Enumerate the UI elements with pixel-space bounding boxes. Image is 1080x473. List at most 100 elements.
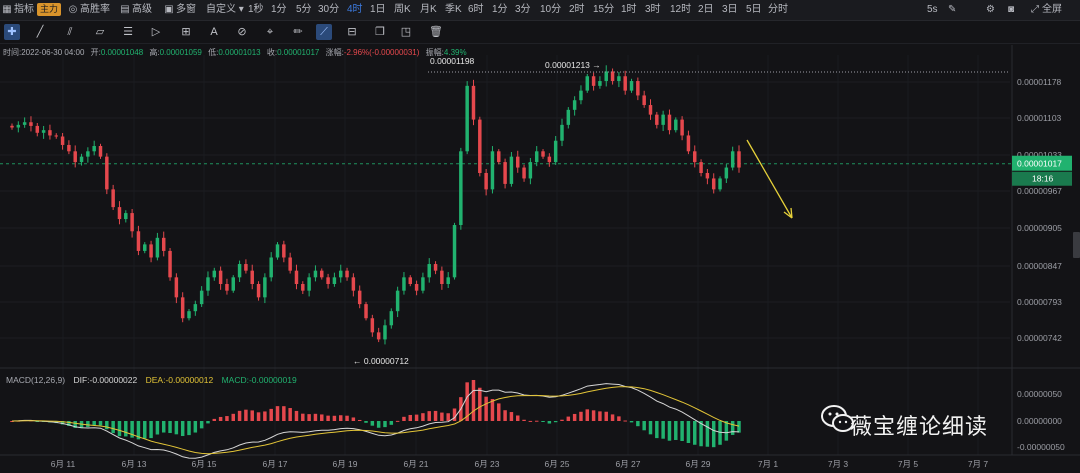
pattern-icon[interactable]: ▷ bbox=[151, 26, 161, 38]
interval-tab-7[interactable]: 月K bbox=[420, 4, 437, 15]
interval-tab-10[interactable]: 1分 bbox=[492, 4, 508, 15]
macd-bar-31 bbox=[206, 421, 210, 424]
ruler-icon[interactable]: ⌖ bbox=[266, 26, 274, 38]
candle-body-105 bbox=[674, 119, 678, 131]
macd-bar-94 bbox=[604, 411, 608, 421]
settings-icon[interactable]: ⚙ bbox=[986, 4, 995, 15]
macd-bar-95 bbox=[610, 414, 615, 421]
drawing-toolbar: ✚ ╱ ⫽ ▱ ☰ ▷ ⊞ A ⊘ ⌖ ✏ ⟋ ⊟ ❐ ◳ 🗑 bbox=[0, 21, 1080, 44]
fullscreen-icon: ⤢ bbox=[1031, 4, 1039, 15]
candle-body-33 bbox=[218, 270, 223, 284]
interval-tab-0[interactable]: 1秒 bbox=[248, 4, 264, 15]
delete-icon[interactable]: 🗑 bbox=[429, 26, 443, 38]
measure-icon[interactable]: ⊞ bbox=[181, 26, 191, 38]
interval-tab-4[interactable]: 4时 bbox=[347, 4, 363, 15]
eraser-icon[interactable]: ⊘ bbox=[237, 26, 247, 38]
macd-bar-79 bbox=[509, 412, 514, 421]
macd-bar-6 bbox=[48, 421, 52, 423]
interval-tab-9[interactable]: 6时 bbox=[468, 4, 484, 15]
macd-bar-111 bbox=[711, 421, 716, 448]
macd-bar-30 bbox=[199, 421, 204, 429]
macd-bar-72 bbox=[465, 382, 469, 421]
interval-tab-15[interactable]: 1时 bbox=[621, 4, 637, 15]
copy-icon[interactable]: ❐ bbox=[375, 26, 385, 38]
candle-body-37 bbox=[244, 264, 248, 271]
macd-bar-69 bbox=[446, 413, 450, 421]
parallel-icon[interactable]: ▱ bbox=[95, 26, 105, 38]
candle-body-7 bbox=[54, 135, 58, 137]
crosshair-icon[interactable]: ✚ bbox=[4, 24, 20, 40]
interval-tab-11[interactable]: 3分 bbox=[515, 4, 531, 15]
macd-bar-45 bbox=[294, 410, 299, 421]
date-tick-6: 6月 23 bbox=[474, 459, 499, 469]
camera-icon[interactable]: ◙ bbox=[1008, 4, 1015, 15]
interval-tab-19[interactable]: 3日 bbox=[722, 4, 738, 15]
custom-dropdown[interactable]: 自定义 ▾ bbox=[206, 4, 244, 15]
macd-bar-17 bbox=[117, 421, 122, 437]
macd-bar-26 bbox=[174, 421, 179, 435]
macd-bar-21 bbox=[143, 421, 147, 439]
interval-tab-5[interactable]: 1日 bbox=[370, 4, 386, 15]
interval-tab-18[interactable]: 2日 bbox=[698, 4, 714, 15]
hide-icon[interactable]: ◳ bbox=[400, 26, 412, 38]
interval-tab-12[interactable]: 10分 bbox=[540, 4, 562, 15]
magnet-icon[interactable]: ⟋ bbox=[316, 24, 332, 40]
macd-bar-92 bbox=[591, 410, 596, 421]
candle-body-106 bbox=[680, 119, 684, 136]
interval-tab-6[interactable]: 周K bbox=[394, 4, 411, 15]
candle-body-101 bbox=[648, 105, 653, 115]
text-icon[interactable]: A bbox=[210, 26, 218, 38]
interval-tab-17[interactable]: 12时 bbox=[670, 4, 692, 15]
interval-tab-2[interactable]: 5分 bbox=[296, 4, 312, 15]
advanced-button[interactable]: ▤ 高级 bbox=[120, 2, 152, 18]
price-tick-3: 0.00000967 bbox=[1017, 186, 1062, 196]
interval-tab-8[interactable]: 季K bbox=[445, 4, 462, 15]
macd-bar-3 bbox=[29, 420, 33, 422]
candle-body-97 bbox=[623, 76, 627, 91]
macd-bar-75 bbox=[484, 396, 488, 421]
candle-body-98 bbox=[629, 81, 634, 91]
edit-icon[interactable]: ✎ bbox=[948, 4, 957, 15]
fib-icon[interactable]: ☰ bbox=[123, 26, 133, 38]
macd-bar-13 bbox=[92, 421, 96, 426]
candle-body-111 bbox=[711, 178, 716, 190]
candle-body-12 bbox=[86, 151, 90, 157]
candle-body-26 bbox=[174, 277, 179, 298]
main-force-badge[interactable]: 主力 bbox=[37, 3, 62, 16]
trend-arrow-head bbox=[783, 207, 793, 219]
lock-icon[interactable]: ⊟ bbox=[347, 26, 357, 38]
macd-bar-16 bbox=[111, 421, 115, 434]
macd-bar-74 bbox=[478, 387, 482, 421]
interval-tab-13[interactable]: 2时 bbox=[569, 4, 585, 15]
trendline-icon[interactable]: ╱ bbox=[36, 26, 44, 38]
candle-body-77 bbox=[497, 151, 501, 163]
candle-body-45 bbox=[294, 270, 299, 284]
interval-tab-14[interactable]: 15分 bbox=[593, 4, 615, 15]
interval-tab-1[interactable]: 1分 bbox=[271, 4, 287, 15]
candle-body-28 bbox=[187, 311, 191, 319]
macd-bar-58 bbox=[376, 421, 381, 428]
interval-tab-3[interactable]: 30分 bbox=[318, 4, 340, 15]
brush-icon[interactable]: ✏ bbox=[293, 26, 303, 38]
candle-body-80 bbox=[516, 156, 520, 168]
macd-bar-115 bbox=[737, 421, 741, 433]
interval-tab-16[interactable]: 3时 bbox=[645, 4, 661, 15]
macd-bar-5 bbox=[41, 421, 46, 422]
date-tick-7: 6月 25 bbox=[544, 459, 569, 469]
refresh-rate[interactable]: 5s bbox=[927, 4, 938, 15]
indicator-button[interactable]: ▦ 指标 bbox=[2, 2, 34, 18]
fullscreen-button[interactable]: ⤢ 全屏 bbox=[1030, 2, 1062, 18]
candle-body-64 bbox=[414, 284, 419, 291]
candle-body-83 bbox=[534, 151, 539, 163]
candle-body-103 bbox=[661, 114, 665, 125]
high-win-button[interactable]: ◎ 高胜率 bbox=[68, 2, 110, 18]
candle-body-85 bbox=[547, 156, 552, 163]
info-open: 0.00001048 bbox=[100, 48, 144, 57]
macd-bar-27 bbox=[180, 421, 185, 437]
ray-icon[interactable]: ⫽ bbox=[67, 26, 73, 38]
interval-tab-21[interactable]: 分时 bbox=[768, 4, 788, 15]
macd-bar-67 bbox=[433, 410, 438, 421]
multi-window-button[interactable]: ▣ 多窗 bbox=[164, 2, 196, 18]
interval-tab-20[interactable]: 5日 bbox=[746, 4, 762, 15]
